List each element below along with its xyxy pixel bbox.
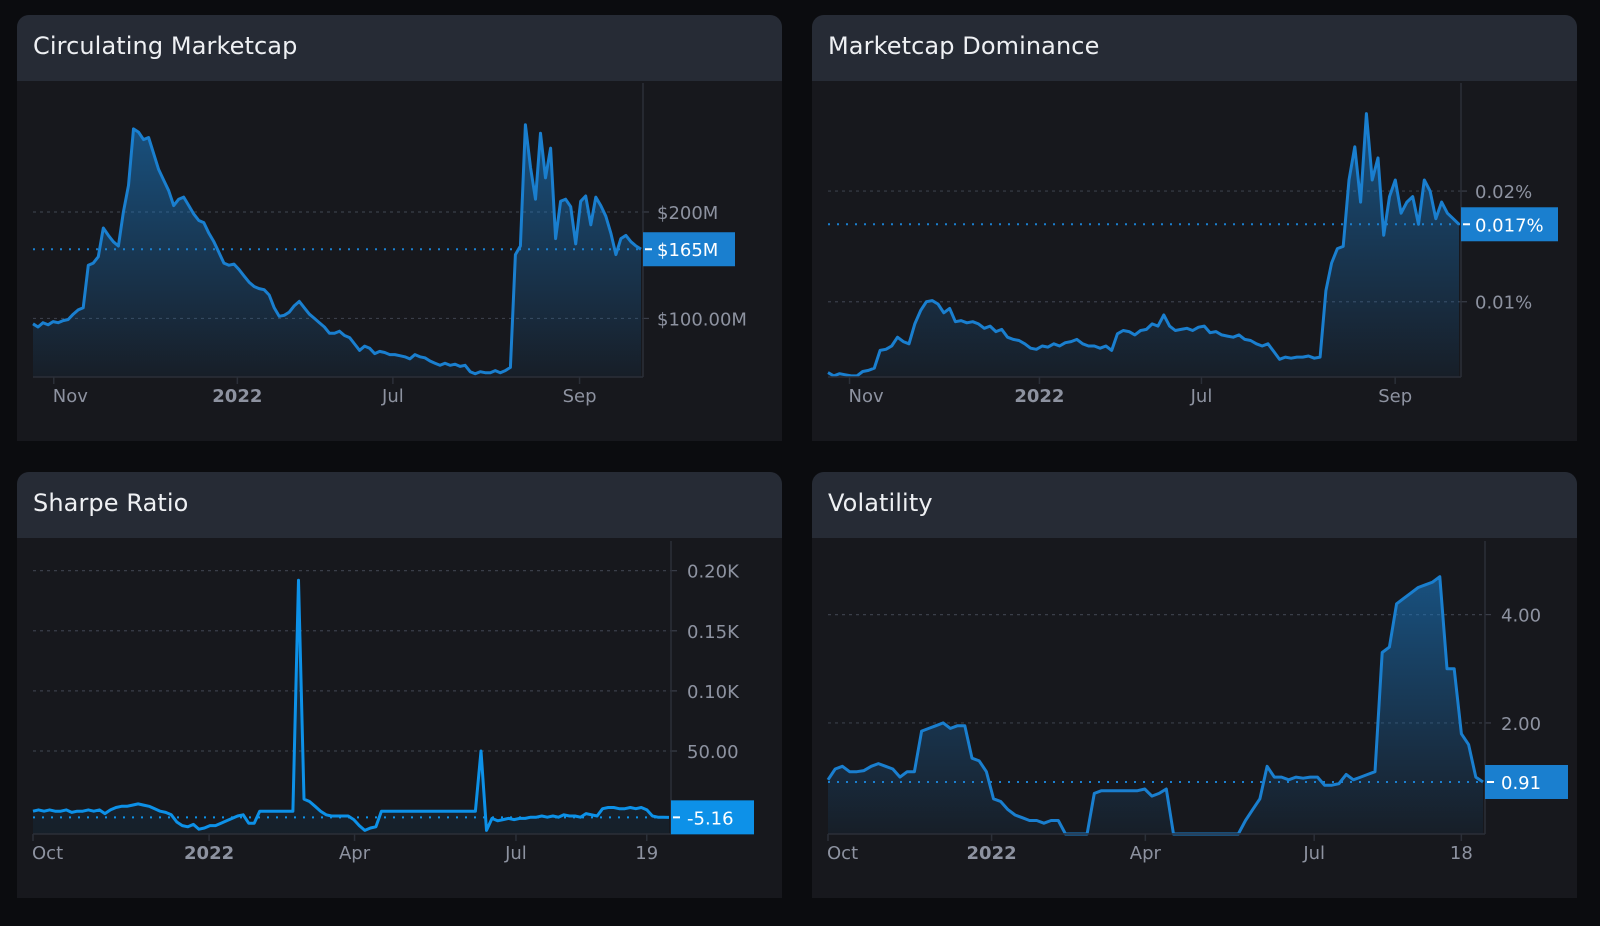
x-tick-label: Apr xyxy=(339,843,371,864)
series-area-fill xyxy=(33,580,669,834)
card-header: Sharpe Ratio xyxy=(17,472,782,538)
chart-marketcap-dominance[interactable]: 0.02% 0.01% Nov 2022 Jul Sep 0.017% xyxy=(812,15,1577,441)
x-tick-label: 2022 xyxy=(212,386,262,407)
card-title: Circulating Marketcap xyxy=(33,32,298,60)
chart-card-sharpe-ratio: Sharpe Ratio 0.20K 0.15K 0.10K 50.00 Oct 2022… xyxy=(17,472,782,898)
y-tick-label: 4.00 xyxy=(1501,606,1541,627)
series-line[interactable] xyxy=(32,578,670,832)
x-tick-label: Jul xyxy=(504,843,527,864)
x-tick-label: 2022 xyxy=(967,843,1017,864)
x-tick-label: Oct xyxy=(32,843,63,864)
chart-circulating-marketcap[interactable]: $200M $100.00M Nov 2022 Jul Sep $165M xyxy=(17,15,782,441)
last-value-badge xyxy=(1485,764,1568,799)
y-tick-label: $200M xyxy=(657,203,718,224)
y-tick-label: 0.20K xyxy=(687,562,740,583)
last-value-label: 0.91 xyxy=(1501,773,1541,794)
y-tick-label: 0.01% xyxy=(1475,293,1532,314)
card-header: Circulating Marketcap xyxy=(17,15,782,81)
x-tick-label: Sep xyxy=(1378,386,1412,407)
card-title: Sharpe Ratio xyxy=(33,489,189,517)
x-tick-label: 18 xyxy=(1450,843,1473,864)
series-area-fill xyxy=(828,113,1459,377)
x-tick-label: Jul xyxy=(381,386,404,407)
x-tick-label: Nov xyxy=(849,386,884,407)
series-area-fill xyxy=(33,124,641,377)
last-value-label: -5.16 xyxy=(687,808,734,829)
card-header: Marketcap Dominance xyxy=(812,15,1577,81)
y-tick-label: $100.00M xyxy=(657,309,747,330)
last-value-badge xyxy=(643,232,735,267)
y-tick-label: 50.00 xyxy=(687,742,739,763)
x-tick-label: Oct xyxy=(827,843,858,864)
x-tick-label: 2022 xyxy=(1014,386,1064,407)
x-tick-label: Sep xyxy=(563,386,597,407)
last-value-label: $165M xyxy=(657,240,718,261)
x-tick-label: Jul xyxy=(1302,843,1325,864)
chart-sharpe-ratio[interactable]: 0.20K 0.15K 0.10K 50.00 Oct 2022 Apr Jul 19 -5.16 xyxy=(17,472,782,898)
series-line[interactable] xyxy=(32,123,642,376)
chart-card-circulating-marketcap: Circulating Marketcap $200M $100.00M Nov 20… xyxy=(17,15,782,441)
chart-card-marketcap-dominance: Marketcap Dominance 0.02% 0.01% Nov 2022 Jul… xyxy=(812,15,1577,441)
x-tick-label: 2022 xyxy=(184,843,234,864)
chart-card-volatility: Volatility 4.00 2.00 Oct 2022 Apr Jul 18 0.91 xyxy=(812,472,1577,898)
series-line[interactable] xyxy=(826,575,1484,836)
y-tick-label: 0.02% xyxy=(1475,182,1532,203)
card-header: Volatility xyxy=(812,472,1577,538)
series-area-fill xyxy=(828,576,1483,834)
y-tick-label: 0.10K xyxy=(687,682,740,703)
x-tick-label: 19 xyxy=(635,843,658,864)
card-title: Marketcap Dominance xyxy=(828,32,1100,60)
last-value-badge xyxy=(671,800,754,835)
y-tick-label: 0.15K xyxy=(687,622,740,643)
x-tick-label: Apr xyxy=(1130,843,1162,864)
chart-volatility[interactable]: 4.00 2.00 Oct 2022 Apr Jul 18 0.91 xyxy=(812,472,1577,898)
card-title: Volatility xyxy=(828,489,933,517)
x-tick-label: Jul xyxy=(1190,386,1213,407)
y-tick-label: 2.00 xyxy=(1501,714,1541,735)
series-line[interactable] xyxy=(827,112,1461,378)
last-value-badge xyxy=(1461,207,1558,242)
x-tick-label: Nov xyxy=(53,386,88,407)
last-value-label: 0.017% xyxy=(1475,215,1544,236)
